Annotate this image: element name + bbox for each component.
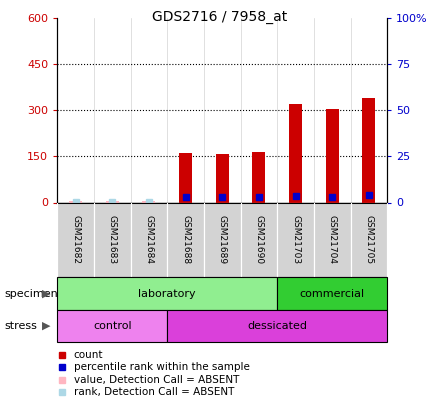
Bar (106, 201, 119, 202)
Text: specimen: specimen (4, 289, 58, 298)
Text: GSM21683: GSM21683 (108, 215, 117, 264)
Text: GSM21703: GSM21703 (291, 215, 300, 264)
Text: GSM21690: GSM21690 (254, 215, 264, 264)
Bar (94, 202, 131, 277)
Text: rank, Detection Call = ABSENT: rank, Detection Call = ABSENT (74, 388, 234, 397)
Bar (167, 310, 387, 342)
Text: GSM21704: GSM21704 (328, 215, 337, 264)
Bar (143, 201, 155, 202)
Text: GDS2716 / 7958_at: GDS2716 / 7958_at (152, 10, 288, 24)
Bar (204, 202, 241, 277)
Bar (131, 202, 167, 277)
Bar (351, 202, 387, 277)
Bar (363, 98, 375, 202)
Bar (179, 153, 192, 202)
Text: count: count (74, 350, 103, 360)
Bar (57, 277, 277, 310)
Bar (216, 154, 229, 202)
Bar (277, 277, 387, 310)
Text: stress: stress (4, 321, 37, 331)
Text: laboratory: laboratory (139, 289, 196, 298)
Text: control: control (93, 321, 132, 331)
Bar (314, 202, 351, 277)
Bar (241, 202, 277, 277)
Text: GSM21689: GSM21689 (218, 215, 227, 264)
Text: commercial: commercial (300, 289, 365, 298)
Bar (57, 310, 167, 342)
Text: GSM21688: GSM21688 (181, 215, 190, 264)
Bar (167, 202, 204, 277)
Text: percentile rank within the sample: percentile rank within the sample (74, 362, 249, 372)
Bar (69, 201, 82, 202)
Text: ▶: ▶ (42, 289, 50, 298)
Bar (253, 152, 265, 202)
Bar (57, 202, 94, 277)
Bar (289, 104, 302, 202)
Text: GSM21682: GSM21682 (71, 215, 80, 264)
Text: dessicated: dessicated (247, 321, 307, 331)
Bar (277, 202, 314, 277)
Text: GSM21684: GSM21684 (144, 215, 154, 264)
Bar (326, 109, 339, 202)
Text: ▶: ▶ (42, 321, 50, 331)
Text: value, Detection Call = ABSENT: value, Detection Call = ABSENT (74, 375, 239, 385)
Text: GSM21705: GSM21705 (364, 215, 374, 264)
